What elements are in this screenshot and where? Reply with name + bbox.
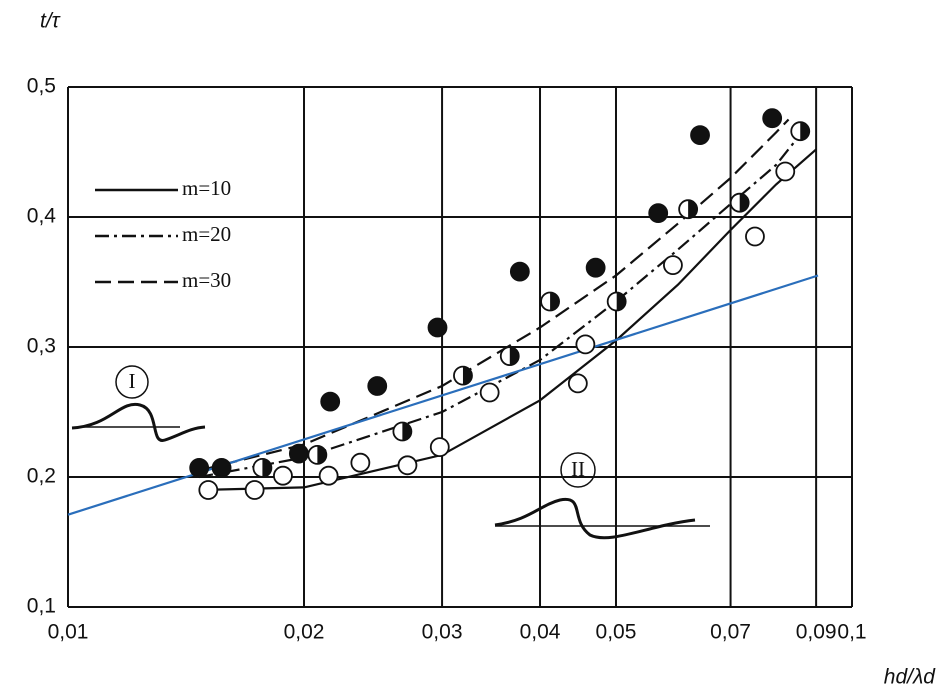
point-body [663, 255, 683, 276]
point [189, 457, 210, 478]
legend-label: m=20 [182, 222, 231, 246]
point [453, 365, 473, 386]
point-half [317, 445, 327, 464]
point-half [800, 122, 810, 141]
point-half [402, 422, 412, 441]
point-body [429, 437, 450, 458]
point-body [244, 480, 265, 500]
point-body [367, 376, 388, 396]
point-body [427, 317, 448, 338]
point-body [350, 452, 371, 473]
point [606, 291, 627, 312]
point [318, 465, 339, 486]
point [320, 391, 341, 412]
x-tick-label: 0,03 [422, 621, 463, 644]
point [790, 121, 811, 142]
wave-sketch [71, 402, 206, 442]
point-body [211, 457, 232, 478]
y-tick-label: 0,2 [27, 465, 56, 488]
point-body [690, 125, 710, 146]
point-body [198, 480, 219, 500]
annotation: I [129, 369, 136, 393]
point [585, 257, 606, 278]
legend-label: m=10 [182, 176, 231, 200]
point-body [567, 373, 588, 394]
y-tick-label: 0,5 [27, 75, 56, 98]
x-tick-label: 0,02 [284, 621, 325, 644]
point-body [397, 455, 418, 476]
x-tick-label: 0,07 [710, 621, 751, 644]
point [499, 346, 520, 367]
x-tick-label: 0,04 [520, 621, 561, 644]
point [479, 382, 500, 403]
y-axis-label: t/τ [40, 10, 61, 33]
point-body [648, 203, 669, 224]
point [252, 457, 273, 478]
point [575, 334, 596, 355]
curve [198, 118, 790, 472]
y-tick-label: 0,3 [27, 335, 56, 358]
point [392, 421, 413, 442]
point [775, 161, 796, 182]
point-body [775, 161, 796, 182]
point-half [262, 458, 272, 477]
point-half [739, 193, 749, 212]
point-half [462, 366, 472, 385]
point [509, 261, 530, 282]
point-body [509, 261, 530, 282]
x-tick-label: 0,05 [596, 621, 637, 644]
point-body [479, 382, 500, 403]
point-body [745, 226, 765, 247]
point [663, 255, 683, 276]
point [198, 480, 219, 500]
point [244, 480, 265, 500]
point-half [509, 347, 519, 366]
point [678, 199, 699, 220]
point [367, 376, 388, 396]
x-tick-label: 0,1 [837, 621, 866, 644]
point-body [320, 391, 341, 412]
point [540, 291, 560, 312]
point [211, 457, 232, 478]
point-body [189, 457, 210, 478]
point [273, 465, 293, 486]
x-axis-label: hd/λd [884, 666, 937, 689]
point [427, 317, 448, 338]
point [729, 192, 750, 213]
y-tick-label: 0,4 [27, 205, 57, 228]
point-body [318, 465, 339, 486]
point-half [688, 200, 698, 219]
point [397, 455, 418, 476]
point-body [575, 334, 596, 355]
y-tick-label: 0,1 [27, 595, 56, 618]
legend-label: m=30 [182, 268, 231, 292]
annotation-circle [560, 452, 596, 488]
point [567, 373, 588, 394]
point [745, 226, 765, 247]
annotation-circle [115, 365, 149, 399]
x-tick-label: 0,09 [796, 621, 837, 644]
point [648, 203, 669, 224]
point-body [585, 257, 606, 278]
point-half [616, 292, 626, 311]
point [429, 437, 450, 458]
point [690, 125, 710, 146]
wave-sketch [494, 497, 696, 540]
x-tick-label: 0,01 [48, 621, 89, 644]
curve [198, 138, 798, 479]
point [762, 108, 783, 129]
point-body [762, 108, 783, 129]
annotation: II [571, 457, 585, 481]
curve [199, 148, 817, 492]
point [350, 452, 371, 473]
point-body [288, 443, 309, 464]
point-body [273, 465, 293, 486]
point-half [550, 292, 560, 311]
point [288, 443, 309, 464]
point [307, 444, 328, 465]
